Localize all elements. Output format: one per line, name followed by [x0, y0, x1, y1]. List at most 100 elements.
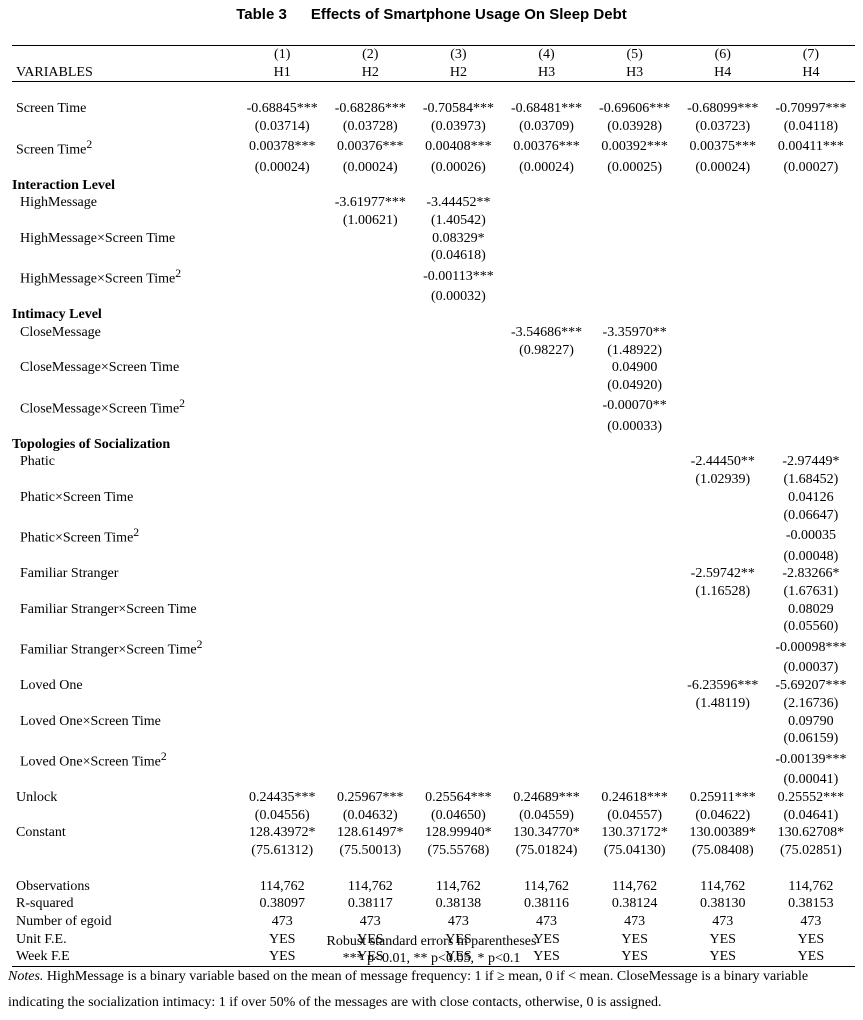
coefficient-cell: [414, 524, 502, 547]
coefficient-row: HighMessage×Screen Time 0.08329*: [12, 230, 855, 248]
coefficient-cell: [326, 636, 414, 659]
standard-error-cell: (0.04641): [783, 807, 839, 823]
coefficient-cell: [238, 194, 326, 212]
coefficient-row: Phatic -2.44450** -2.97449*: [12, 453, 855, 471]
standard-error-cell: (0.04650): [431, 807, 486, 823]
variable-name: Loved One×Screen Time: [20, 713, 161, 729]
coefficient-cell: [591, 489, 679, 507]
regression-table: (1) (2) (3) (4) (5) (6) (7) VARIABLES H1…: [12, 44, 855, 968]
statistic-value: 0.38097: [259, 896, 305, 912]
standard-error-cell: (0.00033): [607, 419, 663, 435]
coefficient-cell: [238, 324, 326, 342]
coefficient-cell: 0.09790: [788, 713, 834, 729]
standard-error-row: (1.00621) (1.40542): [12, 212, 855, 230]
standard-error-cell: [679, 730, 767, 748]
coefficient-cell: 0.08329*: [432, 230, 485, 246]
coefficient-row: Familiar Stranger×Screen Time2 -0.00098**…: [12, 636, 855, 659]
variable-label: HighMessage×Screen Time: [12, 230, 238, 248]
standard-error-row: (0.04556) (0.04632) (0.04650) (0.04559) (0.0…: [12, 807, 855, 825]
standard-error-cell: (1.48922): [607, 342, 663, 358]
table-number: Table 3: [236, 6, 287, 23]
coefficient-cell: 128.61497*: [337, 825, 404, 841]
standard-error-cell: [238, 507, 326, 525]
statistic-value: 114,762: [524, 878, 570, 894]
standard-error-cell: [414, 730, 502, 748]
statistic-value: 114,762: [700, 878, 746, 894]
coefficient-cell: [502, 565, 590, 583]
variable-label: Phatic×Screen Time2: [12, 524, 238, 547]
robust-note: Robust standard errors in parentheses: [326, 934, 537, 949]
standard-error-cell: (0.04559): [519, 807, 574, 823]
statistic-value: YES: [590, 948, 679, 968]
coefficient-cell: [238, 453, 326, 471]
standard-error-cell: (0.04622): [695, 807, 751, 823]
standard-error-cell: (0.04920): [607, 377, 663, 393]
coefficient-cell: [679, 395, 767, 418]
spacer-row: [12, 860, 855, 878]
coefficient-cell: [502, 524, 590, 547]
standard-error-cell: [414, 659, 502, 677]
standard-error-cell: (0.04556): [254, 807, 310, 823]
statistic-value: 114,762: [347, 878, 393, 894]
standard-error-cell: [502, 288, 590, 306]
standard-error-row: (1.02939) (1.68452): [12, 471, 855, 489]
statistic-value: 0.38117: [347, 896, 393, 912]
statistic-row: Number of egoid 473 473 473 473 473 473 473: [12, 913, 855, 931]
standard-error-cell: [238, 471, 326, 489]
coefficient-cell: -3.44452**: [426, 195, 491, 211]
coefficient-row: Phatic×Screen Time2 -0.00035: [12, 524, 855, 547]
variable-name: Screen Time: [16, 101, 87, 117]
standard-error-row: (0.00037): [12, 659, 855, 677]
standard-error-cell: (0.04118): [783, 118, 839, 134]
standard-error-cell: [326, 695, 414, 713]
variable-name: HighMessage: [20, 195, 97, 211]
coefficient-cell: [326, 565, 414, 583]
standard-error-cell: (75.08408): [691, 843, 754, 859]
coefficient-cell: -6.23596***: [687, 678, 759, 694]
standard-error-cell: [326, 342, 414, 360]
coefficient-cell: [679, 713, 767, 731]
hypothesis-label: H4: [678, 63, 767, 83]
standard-error-cell: (0.00024): [254, 159, 310, 175]
standard-error-cell: [591, 618, 679, 636]
coefficient-cell: [502, 359, 590, 377]
coefficient-row: Phatic×Screen Time 0.04126: [12, 489, 855, 507]
statistic-value: YES: [709, 931, 736, 947]
standard-error-row: (0.06647): [12, 507, 855, 525]
variable-label: Loved One: [12, 677, 238, 695]
variable-label: Familiar Stranger: [12, 565, 238, 583]
coefficient-cell: [679, 230, 767, 248]
section-heading: Intimacy Level: [12, 307, 102, 323]
coefficient-cell: [679, 359, 767, 377]
standard-error-cell: [502, 695, 590, 713]
coefficient-cell: [591, 601, 679, 619]
header-row-hypotheses: VARIABLES H1 H2 H2 H3 H3 H4 H4: [12, 63, 855, 83]
standard-error-cell: (1.00621): [342, 212, 398, 228]
coefficient-cell: -0.00139***: [775, 751, 847, 767]
coefficient-row: Screen Time2 0.00378*** 0.00376*** 0.00408*…: [12, 136, 855, 159]
standard-error-row: (0.06159): [12, 730, 855, 748]
coefficient-cell: [238, 713, 326, 731]
variable-label: CloseMessage×Screen Time: [12, 359, 238, 377]
coefficient-cell: [591, 713, 679, 731]
coefficient-cell: -0.68286***: [334, 101, 406, 117]
statistic-value: YES: [797, 931, 825, 947]
variable-label: Screen Time: [12, 100, 238, 118]
standard-error-cell: [502, 548, 590, 566]
coefficient-cell: [238, 677, 326, 695]
statistic-value: 114,762: [259, 878, 305, 894]
statistic-value: YES: [502, 948, 591, 968]
coefficient-cell: [767, 324, 855, 342]
statistic-value: YES: [678, 948, 767, 968]
coefficient-row: Loved One×Screen Time2 -0.00139***: [12, 748, 855, 771]
standard-error-cell: (1.40542): [431, 212, 486, 228]
coefficient-cell: [414, 395, 502, 418]
standard-error-cell: [591, 212, 679, 230]
coefficient-cell: 128.99940*: [425, 825, 492, 841]
statistic-value: 0.38116: [524, 896, 570, 912]
variable-label: Phatic: [12, 453, 238, 471]
coefficient-cell: [502, 677, 590, 695]
coefficient-cell: -0.69606***: [599, 101, 671, 117]
statistic-value: YES: [766, 948, 855, 968]
standard-error-cell: [591, 471, 679, 489]
